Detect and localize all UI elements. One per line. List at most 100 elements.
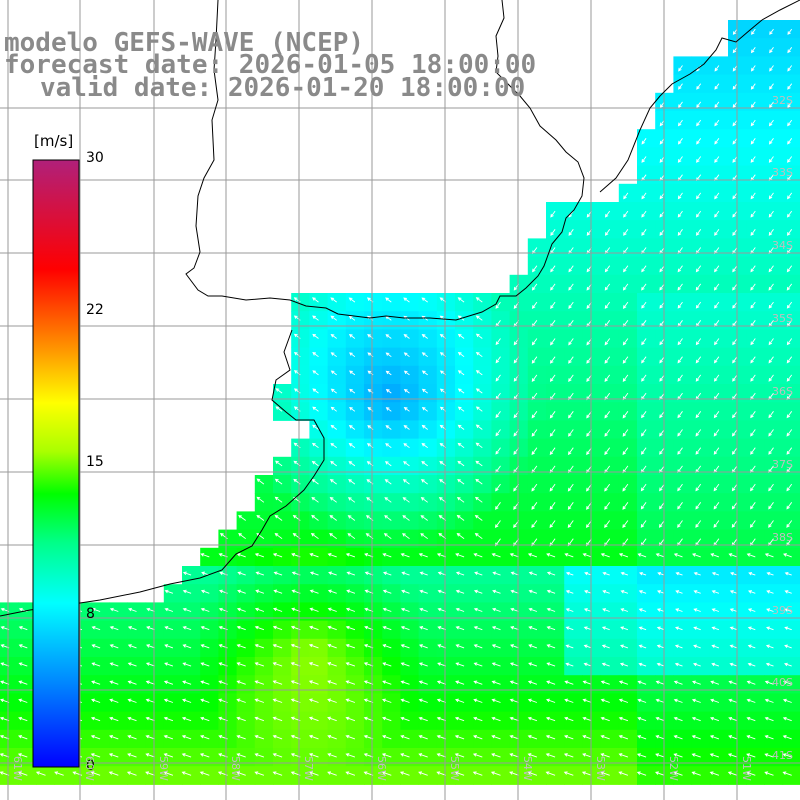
wind-arrow bbox=[600, 680, 610, 685]
wind-arrow bbox=[695, 429, 702, 437]
wind-cell bbox=[327, 711, 347, 731]
wind-arrow bbox=[711, 608, 720, 612]
wind-arrow bbox=[494, 520, 501, 529]
wind-arrow bbox=[769, 83, 774, 90]
wind-arrow bbox=[678, 101, 683, 109]
wind-cell bbox=[54, 657, 74, 676]
wind-arrow bbox=[564, 553, 574, 558]
wind-arrow bbox=[769, 28, 774, 35]
wind-arrow bbox=[655, 753, 665, 758]
wind-cell bbox=[546, 602, 565, 622]
wind-cell bbox=[564, 602, 583, 622]
wind-arrow bbox=[200, 662, 210, 667]
wind-arrow bbox=[384, 461, 392, 467]
wind-cell bbox=[273, 638, 292, 658]
wind-cell bbox=[382, 456, 401, 476]
wind-cell bbox=[236, 584, 256, 603]
wind-cell bbox=[564, 584, 583, 603]
wind-cell bbox=[345, 675, 365, 694]
wind-arrow bbox=[545, 753, 556, 758]
wind-cell bbox=[345, 475, 365, 494]
wind-cell bbox=[491, 748, 511, 767]
wind-cell bbox=[218, 711, 238, 731]
wind-cell bbox=[291, 638, 310, 658]
wind-cell bbox=[473, 620, 492, 640]
wind-cell bbox=[618, 748, 638, 767]
wind-arrow bbox=[385, 297, 392, 303]
wind-cell bbox=[455, 475, 474, 494]
wind-cell bbox=[655, 638, 674, 658]
wind-arrow bbox=[583, 626, 592, 631]
wind-cell bbox=[345, 766, 365, 785]
wind-cell bbox=[382, 693, 401, 713]
wind-arrow bbox=[109, 716, 119, 722]
wind-arrow bbox=[327, 589, 337, 594]
wind-cell bbox=[418, 511, 438, 531]
wind-cell bbox=[455, 657, 474, 676]
wind-cell bbox=[345, 566, 365, 585]
wind-arrow bbox=[163, 680, 174, 685]
wind-arrow bbox=[127, 698, 137, 703]
wind-arrow bbox=[673, 716, 683, 722]
wind-arrow bbox=[347, 497, 356, 503]
wind-arrow bbox=[600, 716, 610, 722]
wind-arrow bbox=[527, 553, 538, 558]
wind-cell bbox=[691, 766, 711, 785]
wind-arrow bbox=[473, 698, 483, 703]
wind-arrow bbox=[274, 533, 283, 540]
wind-cell bbox=[655, 711, 674, 731]
wind-arrow bbox=[329, 515, 337, 521]
wind-cell bbox=[709, 566, 729, 585]
wind-cell bbox=[345, 638, 365, 658]
wind-arrow bbox=[329, 533, 337, 540]
wind-arrow bbox=[255, 571, 265, 576]
wind-cell bbox=[309, 748, 329, 767]
wind-arrow bbox=[711, 590, 720, 594]
wind-arrow bbox=[348, 315, 356, 321]
wind-cell bbox=[91, 638, 110, 658]
wind-arrow bbox=[604, 229, 611, 236]
wind-cell bbox=[145, 766, 165, 785]
wind-cell bbox=[600, 675, 620, 694]
wind-arrow bbox=[768, 119, 774, 127]
wind-arrow bbox=[637, 735, 647, 740]
wind-arrow bbox=[330, 424, 337, 430]
wind-arrow bbox=[163, 716, 174, 722]
wind-arrow bbox=[421, 388, 428, 394]
wind-cell bbox=[163, 602, 183, 622]
wind-cell bbox=[345, 438, 365, 458]
wind-cell bbox=[182, 584, 201, 603]
wind-arrow bbox=[623, 265, 629, 273]
wind-arrow bbox=[568, 265, 574, 273]
wind-arrow bbox=[729, 626, 738, 631]
wind-cell bbox=[637, 748, 656, 767]
wind-cell bbox=[546, 675, 565, 694]
wind-arrow bbox=[640, 483, 647, 492]
wind-arrow bbox=[714, 192, 720, 200]
wind-cell bbox=[764, 657, 784, 676]
wind-arrow bbox=[714, 301, 720, 309]
wind-cell bbox=[364, 620, 383, 640]
wind-cell bbox=[764, 711, 784, 731]
wind-arrow bbox=[475, 388, 483, 394]
wind-arrow bbox=[620, 626, 629, 631]
wind-cell bbox=[182, 566, 201, 585]
wind-arrow bbox=[400, 644, 410, 649]
wind-cell bbox=[709, 638, 729, 658]
wind-cell bbox=[400, 475, 420, 494]
wind-cell bbox=[382, 675, 401, 694]
wind-arrow bbox=[568, 283, 574, 291]
wind-arrow bbox=[729, 644, 738, 649]
wind-cell bbox=[309, 620, 329, 640]
wind-cell bbox=[418, 311, 438, 330]
wind-arrow bbox=[732, 119, 738, 127]
wind-arrow bbox=[182, 662, 192, 667]
wind-cell bbox=[127, 657, 147, 676]
wind-cell bbox=[200, 620, 219, 640]
wind-arrow bbox=[731, 502, 738, 510]
wind-cell bbox=[673, 547, 693, 567]
wind-cell bbox=[764, 729, 784, 749]
wind-arrow bbox=[710, 553, 720, 558]
wind-cell bbox=[291, 711, 310, 731]
